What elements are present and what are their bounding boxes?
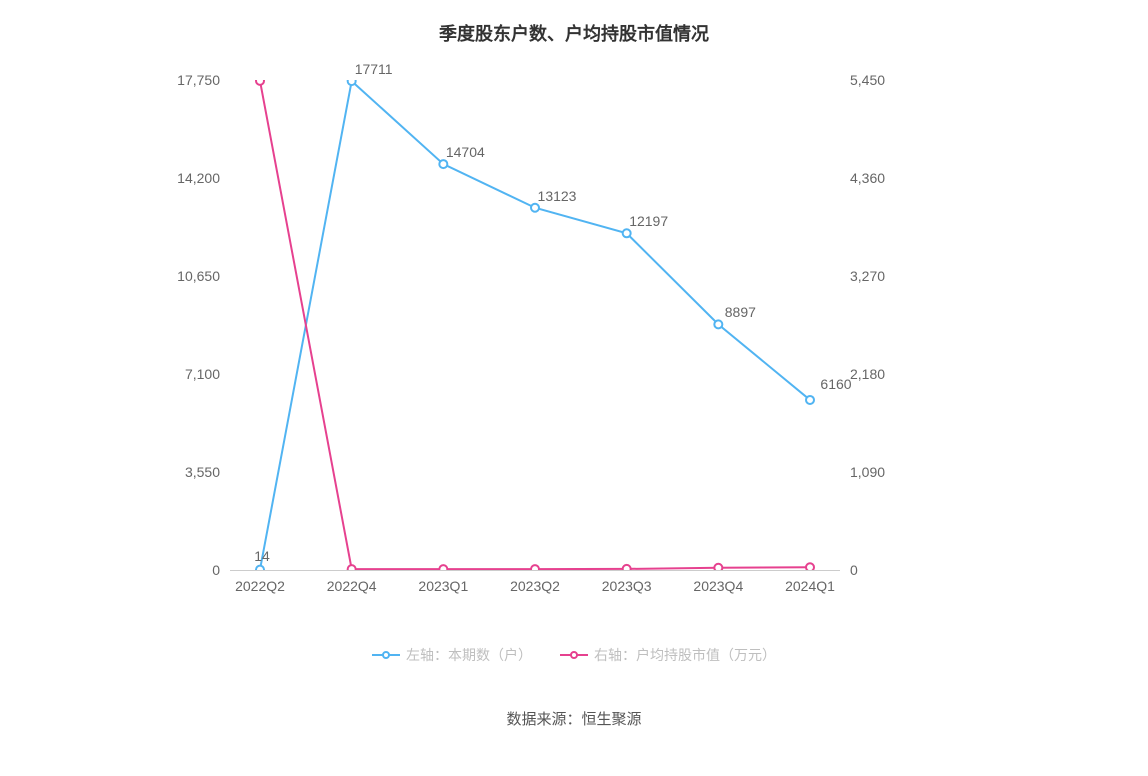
series-marker[interactable] <box>439 160 447 168</box>
series-line <box>260 81 810 570</box>
series-marker[interactable] <box>714 320 722 328</box>
legend: 左轴：本期数（户） 右轴：户均持股市值（万元） <box>0 645 1148 665</box>
y-right-label: 1,090 <box>850 464 885 480</box>
value-label: 12197 <box>629 213 668 229</box>
series-marker[interactable] <box>348 80 356 85</box>
y-left-label: 14,200 <box>177 170 220 186</box>
y-left-label: 10,650 <box>177 268 220 284</box>
x-axis-line <box>230 570 840 571</box>
value-label: 13123 <box>538 188 577 204</box>
series-marker[interactable] <box>348 565 356 570</box>
value-label: 14 <box>254 548 270 564</box>
y-left-label: 7,100 <box>185 366 220 382</box>
x-axis-label: 2023Q3 <box>602 578 652 594</box>
legend-marker-right <box>560 648 588 662</box>
x-axis-label: 2022Q2 <box>235 578 285 594</box>
y-left-label: 0 <box>212 562 220 578</box>
series-marker[interactable] <box>806 396 814 404</box>
legend-dot-left-icon <box>382 651 390 659</box>
y-right-label: 4,360 <box>850 170 885 186</box>
value-label: 6160 <box>820 376 851 392</box>
legend-label-right: 右轴：户均持股市值（万元） <box>594 645 776 665</box>
x-axis-label: 2022Q4 <box>327 578 377 594</box>
series-marker[interactable] <box>714 564 722 570</box>
series-marker[interactable] <box>256 566 264 570</box>
x-axis-label: 2024Q1 <box>785 578 835 594</box>
y-left-label: 17,750 <box>177 72 220 88</box>
y-right-label: 5,450 <box>850 72 885 88</box>
y-right-label: 0 <box>850 562 858 578</box>
chart-plot <box>230 80 840 570</box>
legend-label-left: 左轴：本期数（户） <box>406 645 532 665</box>
series-marker[interactable] <box>806 563 814 570</box>
series-marker[interactable] <box>439 565 447 570</box>
source-label: 数据来源：恒生聚源 <box>0 708 1148 729</box>
value-label: 17711 <box>355 61 393 77</box>
series-line <box>260 81 810 569</box>
x-axis-label: 2023Q4 <box>693 578 743 594</box>
legend-item-left[interactable]: 左轴：本期数（户） <box>372 645 532 665</box>
y-right-label: 3,270 <box>850 268 885 284</box>
value-label: 8897 <box>725 304 756 320</box>
chart-title: 季度股东户数、户均持股市值情况 <box>0 20 1148 46</box>
series-marker[interactable] <box>256 80 264 85</box>
series-marker[interactable] <box>531 565 539 570</box>
x-axis-label: 2023Q1 <box>418 578 468 594</box>
legend-item-right[interactable]: 右轴：户均持股市值（万元） <box>560 645 776 665</box>
legend-dot-right-icon <box>570 651 578 659</box>
y-right-label: 2,180 <box>850 366 885 382</box>
chart-area: 2022Q22022Q42023Q12023Q22023Q32023Q42024… <box>230 80 840 570</box>
legend-marker-left <box>372 648 400 662</box>
series-marker[interactable] <box>623 565 631 570</box>
value-label: 14704 <box>446 144 485 160</box>
y-left-label: 3,550 <box>185 464 220 480</box>
x-axis-label: 2023Q2 <box>510 578 560 594</box>
series-marker[interactable] <box>623 229 631 237</box>
series-marker[interactable] <box>531 204 539 212</box>
